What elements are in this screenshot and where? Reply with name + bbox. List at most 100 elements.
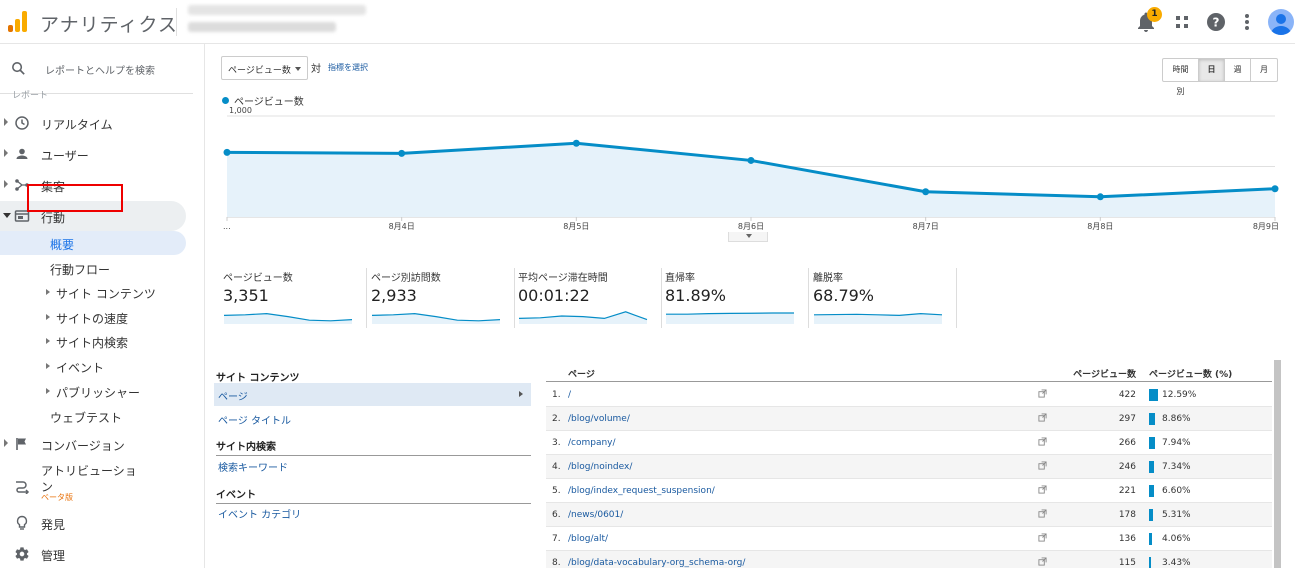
- sidebar-subitem-events[interactable]: イベント: [0, 354, 186, 378]
- table-row[interactable]: 6. /news/0601/178 5.31%: [546, 503, 1272, 527]
- scorecard-divider: [661, 268, 662, 328]
- analytics-logo-icon[interactable]: [8, 10, 28, 32]
- open-external-icon[interactable]: [1038, 557, 1047, 566]
- dimension-event-category[interactable]: イベント カテゴリ: [218, 510, 302, 521]
- sidebar-item-label: ユーザー: [41, 149, 89, 163]
- x-tick-label: 8月9日: [1253, 222, 1279, 231]
- table-row[interactable]: 5. /blog/index_request_suspension/221 6.60…: [546, 479, 1272, 503]
- scorecard-avg-time[interactable]: 平均ページ滞在時間 00:01:22: [516, 268, 662, 328]
- table-row[interactable]: 8. /blog/data-vocabulary-org_schema-org/1…: [546, 551, 1272, 568]
- expand-caret-icon: [4, 439, 8, 447]
- table-row[interactable]: 4. /blog/noindex/246 7.34%: [546, 455, 1272, 479]
- page-link[interactable]: /news/0601/: [568, 510, 624, 520]
- page-link[interactable]: /blog/noindex/: [568, 462, 633, 472]
- gear-icon: [15, 547, 29, 561]
- sidebar-item-realtime[interactable]: リアルタイム: [0, 108, 186, 138]
- chevron-right-icon: [519, 391, 523, 397]
- report-search[interactable]: レポートとヘルプを検索: [0, 44, 193, 94]
- open-external-icon[interactable]: [1038, 413, 1047, 422]
- table-row[interactable]: 2. /blog/volume/297 8.86%: [546, 407, 1272, 431]
- col-pageviews[interactable]: ページビュー数: [1073, 370, 1136, 380]
- sidebar-item-discover[interactable]: 発見: [0, 508, 186, 538]
- page-link[interactable]: /blog/alt/: [568, 534, 609, 544]
- open-external-icon[interactable]: [1038, 389, 1047, 398]
- sidebar-item-behavior[interactable]: 行動: [0, 201, 186, 231]
- sidebar-subitem-label: サイトの速度: [56, 312, 129, 326]
- sidebar-subitem-label: 行動フロー: [50, 263, 111, 277]
- granularity-week[interactable]: 週: [1225, 59, 1251, 81]
- scorecard-exit-rate[interactable]: 離脱率 68.79%: [811, 268, 957, 328]
- sidebar-item-acquisition[interactable]: 集客: [0, 170, 186, 200]
- page-link[interactable]: /blog/index_request_suspension/: [568, 486, 715, 496]
- top-header: アナリティクス 1 ?: [0, 0, 1295, 44]
- granularity-month[interactable]: 月: [1260, 65, 1268, 74]
- clock-icon: [15, 116, 29, 130]
- sidebar-item-label-line2: ン: [41, 480, 54, 494]
- choose-metric-link[interactable]: 指標を選択: [328, 63, 368, 72]
- scorecard-sparkline: [813, 312, 943, 324]
- pct-bar: [1149, 389, 1158, 401]
- page-link[interactable]: /company/: [568, 438, 616, 448]
- table-row[interactable]: 1. / 422 12.59%: [546, 383, 1272, 407]
- account-name-blurred[interactable]: [188, 5, 366, 15]
- row-index: 8.: [552, 558, 561, 568]
- open-external-icon[interactable]: [1038, 437, 1047, 446]
- sparkline-area: [814, 313, 942, 324]
- col-pageviews-pct[interactable]: ページビュー数 (%): [1149, 370, 1233, 380]
- granularity-day[interactable]: 日: [1199, 59, 1225, 81]
- dimension-page[interactable]: ページ: [214, 383, 531, 406]
- granularity-hourly[interactable]: 時間別: [1163, 59, 1199, 96]
- more-vert-icon[interactable]: [1235, 10, 1259, 34]
- apps-grid-icon[interactable]: [1170, 10, 1194, 34]
- row-index: 7.: [552, 534, 561, 544]
- scorecard-bounce-rate[interactable]: 直帰率 81.89%: [663, 268, 809, 328]
- sidebar-subitem-publisher[interactable]: パブリッシャー: [0, 379, 186, 403]
- expand-caret-icon: [46, 363, 50, 369]
- sidebar-item-admin[interactable]: 管理: [0, 539, 186, 568]
- open-external-icon[interactable]: [1038, 509, 1047, 518]
- sidebar-item-users[interactable]: ユーザー: [0, 139, 186, 169]
- svg-text:?: ?: [1213, 16, 1220, 30]
- sidebar-subitem-site-content[interactable]: サイト コンテンツ: [0, 280, 186, 304]
- page-link[interactable]: /blog/data-vocabulary-org_schema-org/: [568, 558, 746, 568]
- dimension-search-keyword[interactable]: 検索キーワード: [218, 463, 288, 474]
- scorecard-pageviews[interactable]: ページビュー数 3,351: [221, 268, 367, 328]
- pageviews-value: 178: [1118, 510, 1136, 520]
- sidebar-subitem-behavior-flow[interactable]: 行動フロー: [0, 256, 186, 280]
- sidebar-subitem-site-search[interactable]: サイト内検索: [0, 329, 186, 353]
- data-point: [398, 149, 406, 157]
- table-row[interactable]: 7. /blog/alt/136 4.06%: [546, 527, 1272, 551]
- table-row[interactable]: 3. /company/266 7.94%: [546, 431, 1272, 455]
- open-external-icon[interactable]: [1038, 461, 1047, 470]
- sidebar-item-conversion[interactable]: コンバージョン: [0, 429, 186, 459]
- sidebar-subitem-overview[interactable]: 概要: [0, 231, 186, 255]
- x-tick-label: ...: [223, 222, 231, 231]
- page-link[interactable]: /blog/volume/: [568, 414, 630, 424]
- series-area: [227, 143, 1275, 217]
- pct-bar: [1149, 509, 1153, 521]
- chart-collapse-toggle[interactable]: [728, 232, 768, 242]
- sidebar-subitem-web-test[interactable]: ウェブテスト: [0, 404, 186, 428]
- scorecard-label: 直帰率: [665, 273, 695, 284]
- dimension-page-title[interactable]: ページ タイトル: [218, 416, 291, 427]
- pageviews-value: 297: [1118, 414, 1136, 424]
- scorecard-label: ページビュー数: [223, 273, 293, 284]
- avatar-icon[interactable]: [1268, 9, 1294, 35]
- open-external-icon[interactable]: [1038, 533, 1047, 542]
- row-index: 2.: [552, 414, 561, 424]
- scorecard-unique-pageviews[interactable]: ページ別訪問数 2,933: [369, 268, 515, 328]
- property-name-blurred[interactable]: [188, 22, 336, 32]
- sidebar-subitem-label: 概要: [50, 238, 75, 252]
- metric-select[interactable]: ページビュー数: [221, 56, 308, 80]
- legend-label: ページビュー数: [234, 97, 304, 108]
- page-link[interactable]: /: [568, 390, 572, 400]
- dimension-page-label: ページ: [218, 392, 248, 403]
- col-page[interactable]: ページ: [568, 370, 595, 380]
- help-icon[interactable]: ?: [1204, 10, 1228, 34]
- sidebar-item-attribution[interactable]: アトリビューショ ン: [0, 460, 186, 504]
- open-external-icon[interactable]: [1038, 485, 1047, 494]
- sparkline-line: [223, 312, 353, 322]
- scrollbar[interactable]: [1274, 360, 1281, 568]
- sidebar-subitem-site-speed[interactable]: サイトの速度: [0, 305, 186, 329]
